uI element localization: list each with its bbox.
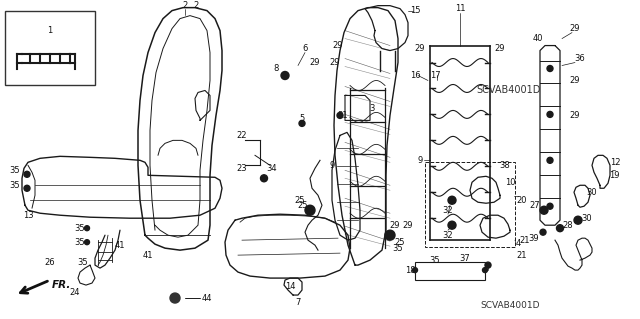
Text: 37: 37 [460, 254, 470, 263]
Text: 3: 3 [369, 104, 374, 113]
Text: 35: 35 [429, 256, 440, 265]
Text: 35: 35 [393, 244, 403, 253]
Text: 2: 2 [182, 1, 188, 10]
Text: 30: 30 [587, 188, 597, 197]
Text: 17: 17 [429, 71, 440, 80]
Text: SCVAB4001D: SCVAB4001D [480, 300, 540, 309]
Text: 32: 32 [443, 231, 453, 240]
Text: 14: 14 [285, 282, 295, 291]
Bar [5, 11, 95, 85]
Circle shape [84, 226, 90, 231]
Text: 29: 29 [330, 58, 340, 67]
Text: 12: 12 [610, 158, 620, 167]
Circle shape [448, 196, 456, 204]
Text: 35: 35 [75, 238, 85, 247]
Text: 29: 29 [390, 221, 400, 230]
Text: 7: 7 [295, 298, 301, 307]
Text: 29: 29 [570, 24, 580, 33]
Text: 23: 23 [237, 164, 247, 173]
Text: 31: 31 [338, 111, 348, 120]
Text: 5: 5 [300, 114, 305, 123]
Circle shape [281, 71, 289, 79]
Circle shape [305, 205, 315, 215]
Text: 10: 10 [505, 178, 515, 187]
Text: 30: 30 [582, 214, 592, 223]
Circle shape [84, 240, 90, 245]
Text: 29: 29 [415, 44, 425, 53]
Bar [415, 262, 485, 280]
Circle shape [547, 111, 553, 117]
Circle shape [540, 206, 548, 214]
Circle shape [547, 157, 553, 163]
Text: 13: 13 [22, 211, 33, 220]
Text: 35: 35 [10, 166, 20, 175]
Text: 44: 44 [202, 293, 212, 302]
Text: 25: 25 [395, 238, 405, 247]
Circle shape [483, 268, 488, 273]
Bar [425, 162, 515, 247]
Text: 16: 16 [410, 71, 420, 80]
Text: 41: 41 [115, 241, 125, 250]
Text: 38: 38 [500, 161, 510, 170]
Circle shape [448, 221, 456, 229]
Circle shape [485, 262, 491, 268]
Text: 41: 41 [143, 251, 153, 260]
Text: 36: 36 [575, 54, 586, 63]
Text: 4: 4 [515, 239, 520, 248]
Circle shape [385, 230, 395, 240]
Text: SCVAB4001D: SCVAB4001D [477, 85, 541, 95]
Text: 9: 9 [330, 161, 335, 170]
Text: 29: 29 [333, 41, 343, 50]
Circle shape [413, 268, 417, 273]
Text: 24: 24 [70, 287, 80, 297]
Text: 29: 29 [310, 58, 320, 67]
Circle shape [557, 225, 563, 232]
Circle shape [24, 171, 30, 177]
Text: 8: 8 [273, 64, 278, 73]
Circle shape [540, 229, 546, 235]
Text: 29: 29 [570, 111, 580, 120]
Text: 2: 2 [193, 1, 198, 10]
Text: 35: 35 [10, 181, 20, 190]
Circle shape [547, 203, 553, 209]
Text: 18: 18 [404, 266, 415, 275]
Text: 19: 19 [609, 171, 620, 180]
Text: 22: 22 [237, 131, 247, 140]
Text: 35: 35 [77, 258, 88, 267]
Text: 28: 28 [563, 221, 573, 230]
Text: 9: 9 [417, 156, 422, 165]
Text: 15: 15 [410, 6, 420, 15]
Text: 39: 39 [529, 234, 540, 243]
Text: 29: 29 [403, 221, 413, 230]
Text: 32: 32 [443, 206, 453, 215]
Text: 40: 40 [532, 34, 543, 43]
Text: 25: 25 [295, 196, 305, 205]
Text: 11: 11 [455, 4, 465, 13]
Text: 25: 25 [298, 201, 308, 210]
Text: 6: 6 [302, 44, 308, 53]
Circle shape [299, 120, 305, 126]
Text: 20: 20 [516, 196, 527, 205]
Text: 35: 35 [75, 224, 85, 233]
Text: 26: 26 [45, 258, 55, 267]
Circle shape [260, 175, 268, 182]
Circle shape [337, 112, 343, 118]
Text: 34: 34 [267, 164, 277, 173]
Circle shape [170, 293, 180, 303]
Text: 27: 27 [530, 201, 540, 210]
Text: 21: 21 [520, 236, 531, 245]
Text: 29: 29 [495, 44, 505, 53]
Circle shape [24, 185, 30, 191]
Circle shape [547, 65, 553, 71]
Text: 29: 29 [570, 76, 580, 85]
Text: 21: 21 [516, 251, 527, 260]
Text: 1: 1 [47, 26, 52, 35]
Text: FR.: FR. [52, 280, 72, 290]
Circle shape [574, 216, 582, 224]
